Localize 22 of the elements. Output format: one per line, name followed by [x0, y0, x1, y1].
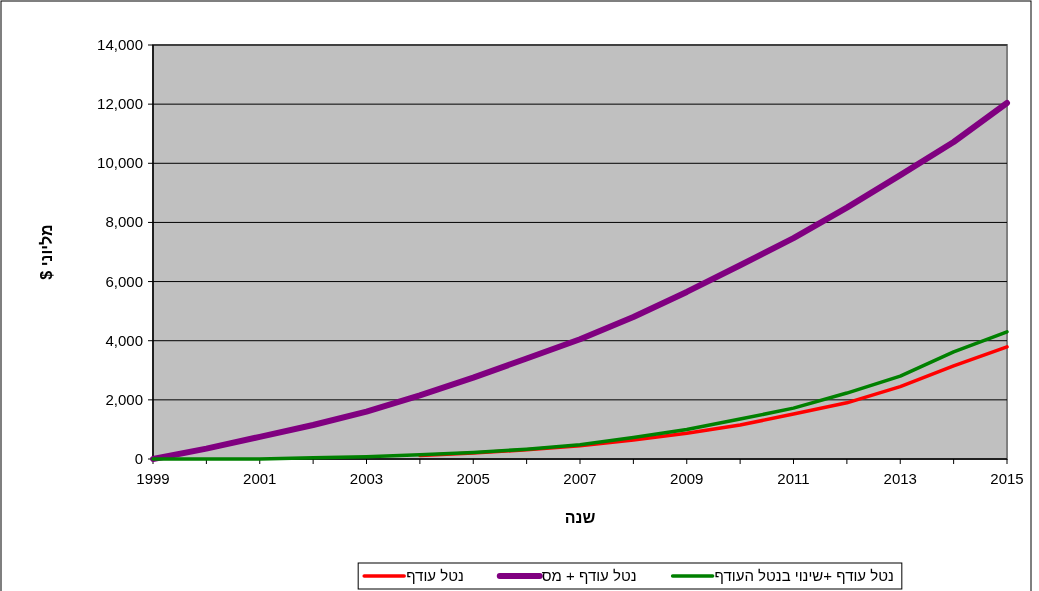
y-tick-label: 12,000 [97, 95, 143, 113]
y-tick-label: 8,000 [105, 213, 143, 231]
x-tick-label: 2001 [243, 470, 277, 487]
y-tick-label: 14,000 [97, 36, 143, 53]
legend-label: נטל עודף + מס [541, 567, 637, 584]
x-axis-title: שנה [564, 509, 596, 526]
y-tick-label: 10,000 [97, 154, 143, 172]
y-tick-label: 6,000 [105, 272, 143, 290]
legend-label: נטל עודף +שינוי בנטל העודף [714, 567, 894, 584]
y-tick-label: 2,000 [105, 390, 143, 408]
x-tick-label: 2005 [456, 470, 490, 487]
x-tick-label: 2003 [349, 470, 384, 487]
x-tick-label: 2011 [777, 470, 810, 487]
x-tick-label: 2007 [563, 470, 597, 487]
x-tick-label: 2009 [670, 470, 704, 487]
x-tick-label: 2013 [883, 470, 917, 487]
legend-label: נטל עודף [406, 567, 464, 584]
y-tick-label: 0 [134, 450, 143, 467]
y-tick-label: 4,000 [105, 331, 143, 349]
x-tick-label: 2015 [990, 470, 1024, 487]
y-axis-title: מליוני $ [38, 224, 55, 280]
x-tick-label: 1999 [136, 470, 170, 487]
